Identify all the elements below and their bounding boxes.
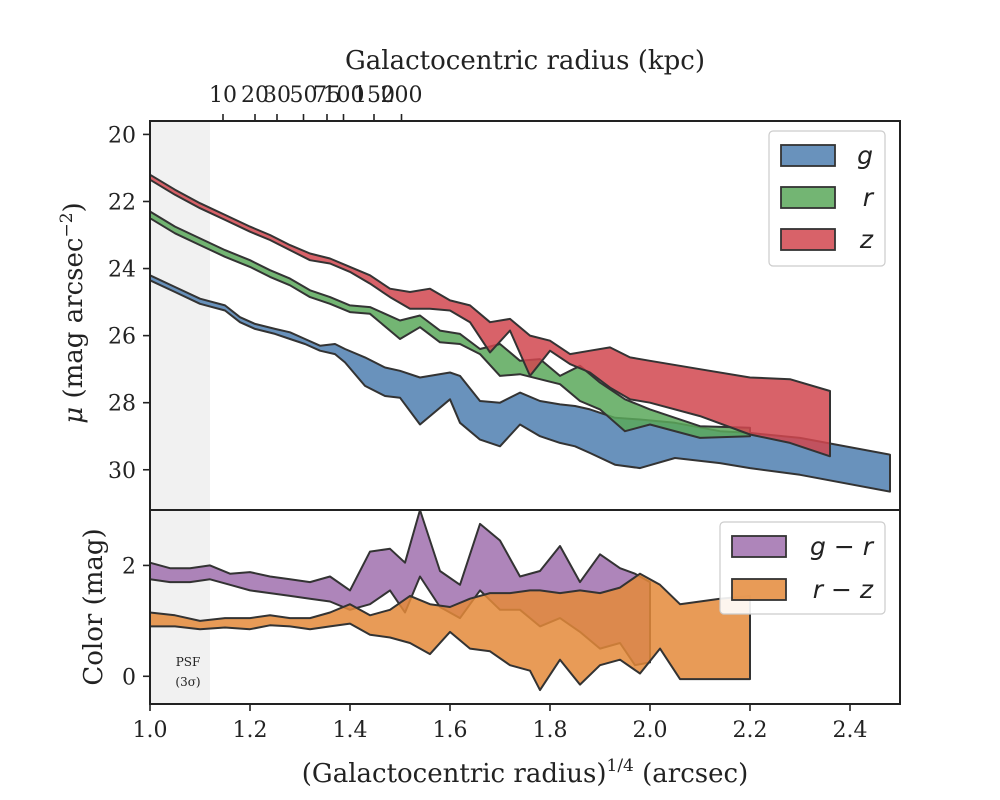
psf-annotation-sigma: (3σ): [175, 675, 200, 689]
x-tick-label: 1.0: [133, 718, 168, 743]
y-tick-label: 22: [108, 190, 136, 215]
y-tick-label: 24: [108, 258, 136, 283]
color-y-tick-label: 0: [122, 665, 136, 690]
z-band-area: [149, 173, 831, 458]
x-axis-label-exponent: 1/4: [607, 756, 634, 776]
kpc-tick-label: 75: [313, 83, 341, 108]
bottom-plot-frame: [149, 509, 901, 705]
r-z-color-area: [149, 572, 751, 692]
kpc-tick-label: 50: [290, 83, 318, 108]
x-tick-label: 2.0: [633, 718, 668, 743]
legend-r-label: r: [863, 183, 875, 212]
x-tick-label: 1.8: [533, 718, 568, 743]
mu-unit-exp: −2: [57, 212, 77, 237]
kpc-tick-label: 30: [263, 83, 291, 108]
surface-brightness-series: [149, 173, 891, 493]
legend-r-z-swatch: [731, 578, 787, 601]
legend-z-swatch: [780, 228, 836, 251]
kpc-tick-label: 20: [241, 83, 269, 108]
mu-unit: (mag arcsec: [59, 238, 89, 407]
legend-g-swatch: [780, 144, 836, 167]
legend-r-z-label: r − z: [813, 575, 874, 604]
x-tick-label: 1.6: [433, 718, 468, 743]
kpc-tick-label: 10: [209, 83, 237, 108]
legend-g-label: g: [857, 141, 873, 170]
x-axis-ticks: 1.0 1.2 1.4 1.6 1.8 2.0 2.2 2.4: [133, 704, 868, 743]
color-legend: g − r r − z: [719, 521, 886, 615]
y-tick-label: 26: [108, 325, 136, 350]
kpc-tick-label: 150: [353, 83, 395, 108]
color-panel: 02 1.0 1.2 1.4 1.6 1.8 2.0 2.2 2.4 PSF (3σ) Col…: [79, 509, 901, 789]
y-axis-label-mu: μ (mag arcsec−2): [57, 202, 89, 423]
x-tick-label: 2.4: [833, 718, 868, 743]
y-tick-label: 28: [108, 392, 136, 417]
psf-region: [150, 510, 210, 704]
kpc-tick-label: 200: [381, 83, 423, 108]
legend-g-r-label: g − r: [810, 532, 875, 561]
band-legend: grz: [768, 130, 886, 267]
psf-annotation: PSF: [176, 655, 201, 669]
color-y-axis-label: Color (mag): [79, 528, 109, 685]
r-band-area: [149, 210, 751, 439]
x-axis-label-main: (Galactocentric radius): [302, 759, 607, 789]
y-tick-label: 30: [108, 459, 136, 484]
x-tick-label: 1.4: [333, 718, 368, 743]
y-tick-label: 20: [108, 123, 136, 148]
legend-g-r-swatch: [731, 535, 787, 558]
mu-symbol: μ: [59, 407, 89, 424]
top-axis-label: Galactocentric radius (kpc): [345, 46, 705, 76]
x-axis-label-unit: (arcsec): [634, 759, 748, 789]
legend-r-swatch: [780, 186, 836, 209]
legend-z-label: z: [859, 225, 874, 254]
x-tick-label: 1.2: [233, 718, 268, 743]
color-series: [149, 509, 751, 692]
x-tick-label: 2.2: [733, 718, 768, 743]
y-axis-ticks: 20 22 24 26 28 30: [108, 123, 150, 484]
color-y-tick-label: 2: [122, 554, 136, 579]
mu-unit-close: ): [59, 202, 89, 212]
color-y-axis-ticks: 02: [122, 554, 150, 690]
kpc-tick-label: 100: [323, 83, 365, 108]
x-axis-label: (Galactocentric radius)1/4 (arcsec): [302, 756, 748, 789]
